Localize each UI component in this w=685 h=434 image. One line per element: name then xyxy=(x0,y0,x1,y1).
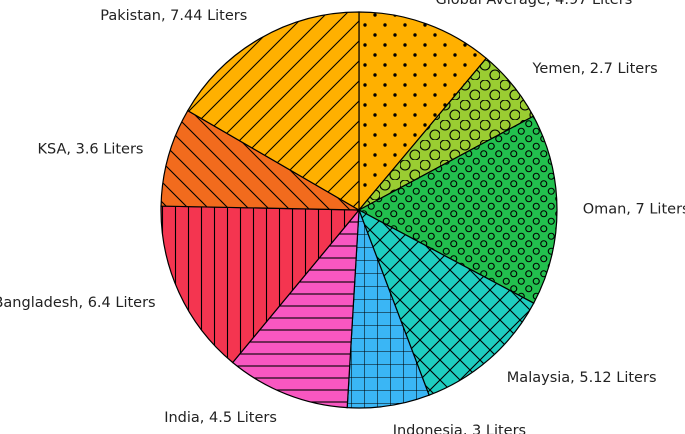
pie-slices xyxy=(160,11,558,409)
pie-label-indonesia: Indonesia, 3 Liters xyxy=(393,423,526,434)
pie-label-yemen: Yemen, 2.7 Liters xyxy=(532,61,658,77)
pie-label-pakistan: Pakistan, 7.44 Liters xyxy=(100,8,247,24)
pie-slice-global-average xyxy=(358,11,488,212)
pie-slice-ksa xyxy=(160,109,362,211)
pie-label-ksa: KSA, 3.6 Liters xyxy=(37,142,143,158)
pie-slice-malaysia xyxy=(357,208,535,396)
pie-label-india: India, 4.5 Liters xyxy=(164,410,277,426)
pie-slice-india xyxy=(231,208,360,409)
pie-label-malaysia: Malaysia, 5.12 Liters xyxy=(507,370,657,386)
pie-label-bangladesh: Bangladesh, 6.4 Liters xyxy=(0,295,156,311)
pie-label-global-average: Global Average, 4.97 Liters xyxy=(436,0,633,8)
pie-slice-oman xyxy=(357,115,558,304)
pie-slice-bangladesh xyxy=(160,205,361,364)
pie-slice-pakistan xyxy=(186,11,360,212)
pie-label-oman: Oman, 7 Liters xyxy=(583,202,685,218)
